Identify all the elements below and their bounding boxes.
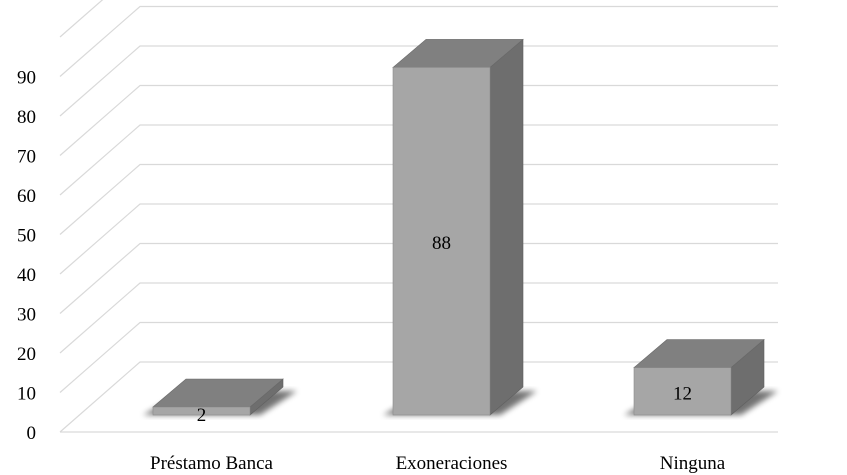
gridline	[59, 321, 778, 393]
gridline	[59, 124, 778, 196]
bar-front-face	[152, 406, 251, 416]
bar	[633, 338, 765, 416]
gridline	[59, 203, 778, 275]
gridline	[59, 361, 778, 433]
y-tick-label: 40	[17, 265, 36, 286]
bar	[392, 38, 524, 416]
data-label: 12	[673, 383, 692, 404]
bar-front-face	[633, 367, 732, 416]
gridline	[59, 242, 778, 314]
y-tick-label: 10	[17, 384, 36, 405]
y-tick-label: 30	[17, 305, 36, 326]
y-tick-label: 20	[17, 344, 36, 365]
bar-side-face	[489, 38, 524, 416]
gridline	[59, 45, 778, 117]
bar-front-face	[392, 67, 491, 416]
category-label: Ninguna	[660, 453, 726, 474]
y-tick-label: 80	[17, 107, 36, 128]
y-tick-label: 0	[27, 423, 37, 444]
gridline	[59, 5, 778, 77]
gridline	[59, 282, 778, 354]
category-label: Préstamo Banca	[150, 453, 274, 474]
y-tick-label: 70	[17, 147, 36, 168]
bar	[152, 378, 284, 416]
data-label: 2	[197, 405, 207, 426]
y-tick-label: 90	[17, 68, 36, 89]
data-label: 88	[432, 233, 451, 254]
y-tick-label: 50	[17, 226, 36, 247]
gridline	[59, 163, 778, 235]
gridline	[59, 0, 104, 38]
category-label: Exoneraciones	[396, 453, 508, 474]
gridline	[59, 84, 778, 156]
y-tick-label: 60	[17, 186, 36, 207]
